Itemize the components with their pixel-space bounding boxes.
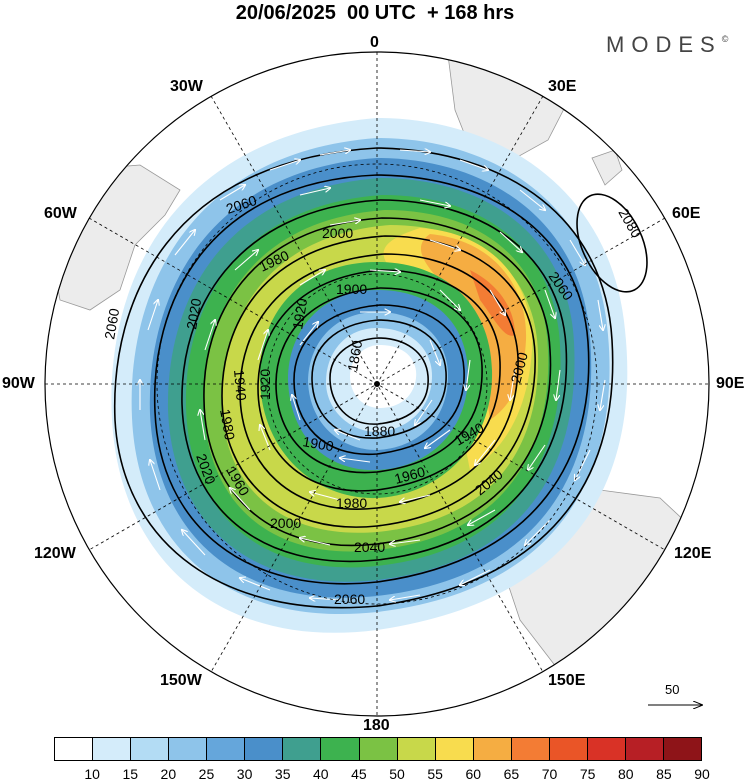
lon-label-120e: 120E	[674, 545, 712, 562]
polar-map: 2060 2000 1980 1900 1920 1860 1880 1900 …	[44, 51, 710, 717]
lon-label-90e: 90E	[716, 375, 745, 392]
lon-label-30e: 30E	[548, 78, 577, 95]
colorbar-tick-label: 45	[351, 766, 367, 782]
colorbar-swatch	[321, 738, 360, 760]
colorbar-swatch	[625, 738, 664, 760]
lon-label-150e: 150E	[548, 672, 586, 689]
colorbar-tick-label: 35	[274, 766, 291, 782]
wind-arrows	[140, 150, 605, 600]
contour-label: 1880	[364, 423, 395, 439]
lon-label-60e: 60E	[672, 205, 701, 222]
colorbar-swatch	[245, 738, 284, 760]
colorbar-tick-label: 15	[122, 766, 139, 782]
colorbar-tick-label: 10	[84, 766, 100, 782]
contour-label: 2000	[507, 350, 531, 384]
lon-label-60w: 60W	[44, 205, 77, 222]
colorbar-swatch	[511, 738, 550, 760]
colorbar-tick-label: 85	[656, 766, 672, 782]
colorbar-swatch	[397, 738, 436, 760]
wind-speed-shading	[111, 118, 628, 633]
colorbar-swatch	[435, 738, 474, 760]
colorbar-tick-label: 40	[313, 766, 329, 782]
colorbar-labels: 10 15 20 25 30 35 40 45 50 55 60 65 70 75 80 85 90	[54, 766, 709, 782]
colorbar-swatch	[664, 738, 702, 760]
lon-label-90w: 90W	[2, 375, 35, 392]
colorbar-swatch	[359, 738, 398, 760]
map-title: 20/06/2025 00 UTC + 168 hrs	[235, 2, 515, 24]
colorbar-swatch	[207, 738, 246, 760]
colorbar-swatch	[93, 738, 132, 760]
contour-label: 2000	[270, 515, 301, 531]
colorbar-tick-label: 25	[198, 766, 215, 782]
contour-label: 2060	[334, 591, 365, 607]
contour-label: 1960	[393, 463, 427, 487]
lon-label-150w: 150W	[160, 672, 202, 689]
copyright-mark: ©	[721, 34, 729, 44]
colorbar-swatch	[169, 738, 208, 760]
contour-label: 1940	[231, 369, 250, 402]
madagascar-land	[591, 149, 623, 186]
colorbar-tick-label: 55	[427, 766, 443, 782]
colorbar-swatch	[55, 738, 94, 760]
contour-label: 1900	[301, 433, 335, 454]
south-pole-dot	[374, 381, 380, 387]
colorbar-swatch	[131, 738, 170, 760]
contour-label: 1900	[336, 281, 367, 297]
contour-label: 2080	[615, 206, 645, 241]
colorbar-tick-label: 50	[389, 766, 405, 782]
contour-label: 2060	[101, 307, 122, 341]
contour-label: 1980	[336, 495, 367, 511]
colorbar-tick-label: 65	[503, 766, 520, 782]
colorbar-swatch	[283, 738, 322, 760]
contour-label: 1920	[257, 369, 273, 400]
contour-label: 2040	[354, 539, 385, 555]
contour-label: 1980	[217, 408, 238, 442]
colorbar-tick-label: 20	[160, 766, 177, 782]
colorbar-tick-label: 75	[579, 766, 596, 782]
contour-label: 2000	[322, 225, 353, 241]
reference-vector-label: 50	[665, 682, 680, 697]
map-boundary	[44, 51, 710, 717]
brand-name: MODES	[606, 32, 722, 57]
colorbar	[54, 737, 702, 761]
modes-logo: MODES©	[606, 32, 728, 58]
contour-label: 1860	[344, 339, 365, 373]
colorbar-tick-label: 80	[617, 766, 634, 782]
lon-label-120w: 120W	[34, 545, 76, 562]
colorbar-swatch	[473, 738, 512, 760]
contour-label: 2020	[183, 297, 204, 331]
contour-label: 1920	[289, 297, 310, 331]
colorbar-tick-label: 60	[465, 766, 482, 782]
colorbar-tick-label: 70	[541, 766, 558, 782]
lon-label-30w: 30W	[170, 78, 203, 95]
colorbar-tick-label: 30	[236, 766, 253, 782]
lon-label-0: 0	[370, 34, 379, 51]
colorbar-tick-label: 90	[694, 766, 710, 782]
lon-label-180: 180	[363, 717, 390, 734]
colorbar-swatch	[587, 738, 626, 760]
colorbar-swatch	[549, 738, 588, 760]
